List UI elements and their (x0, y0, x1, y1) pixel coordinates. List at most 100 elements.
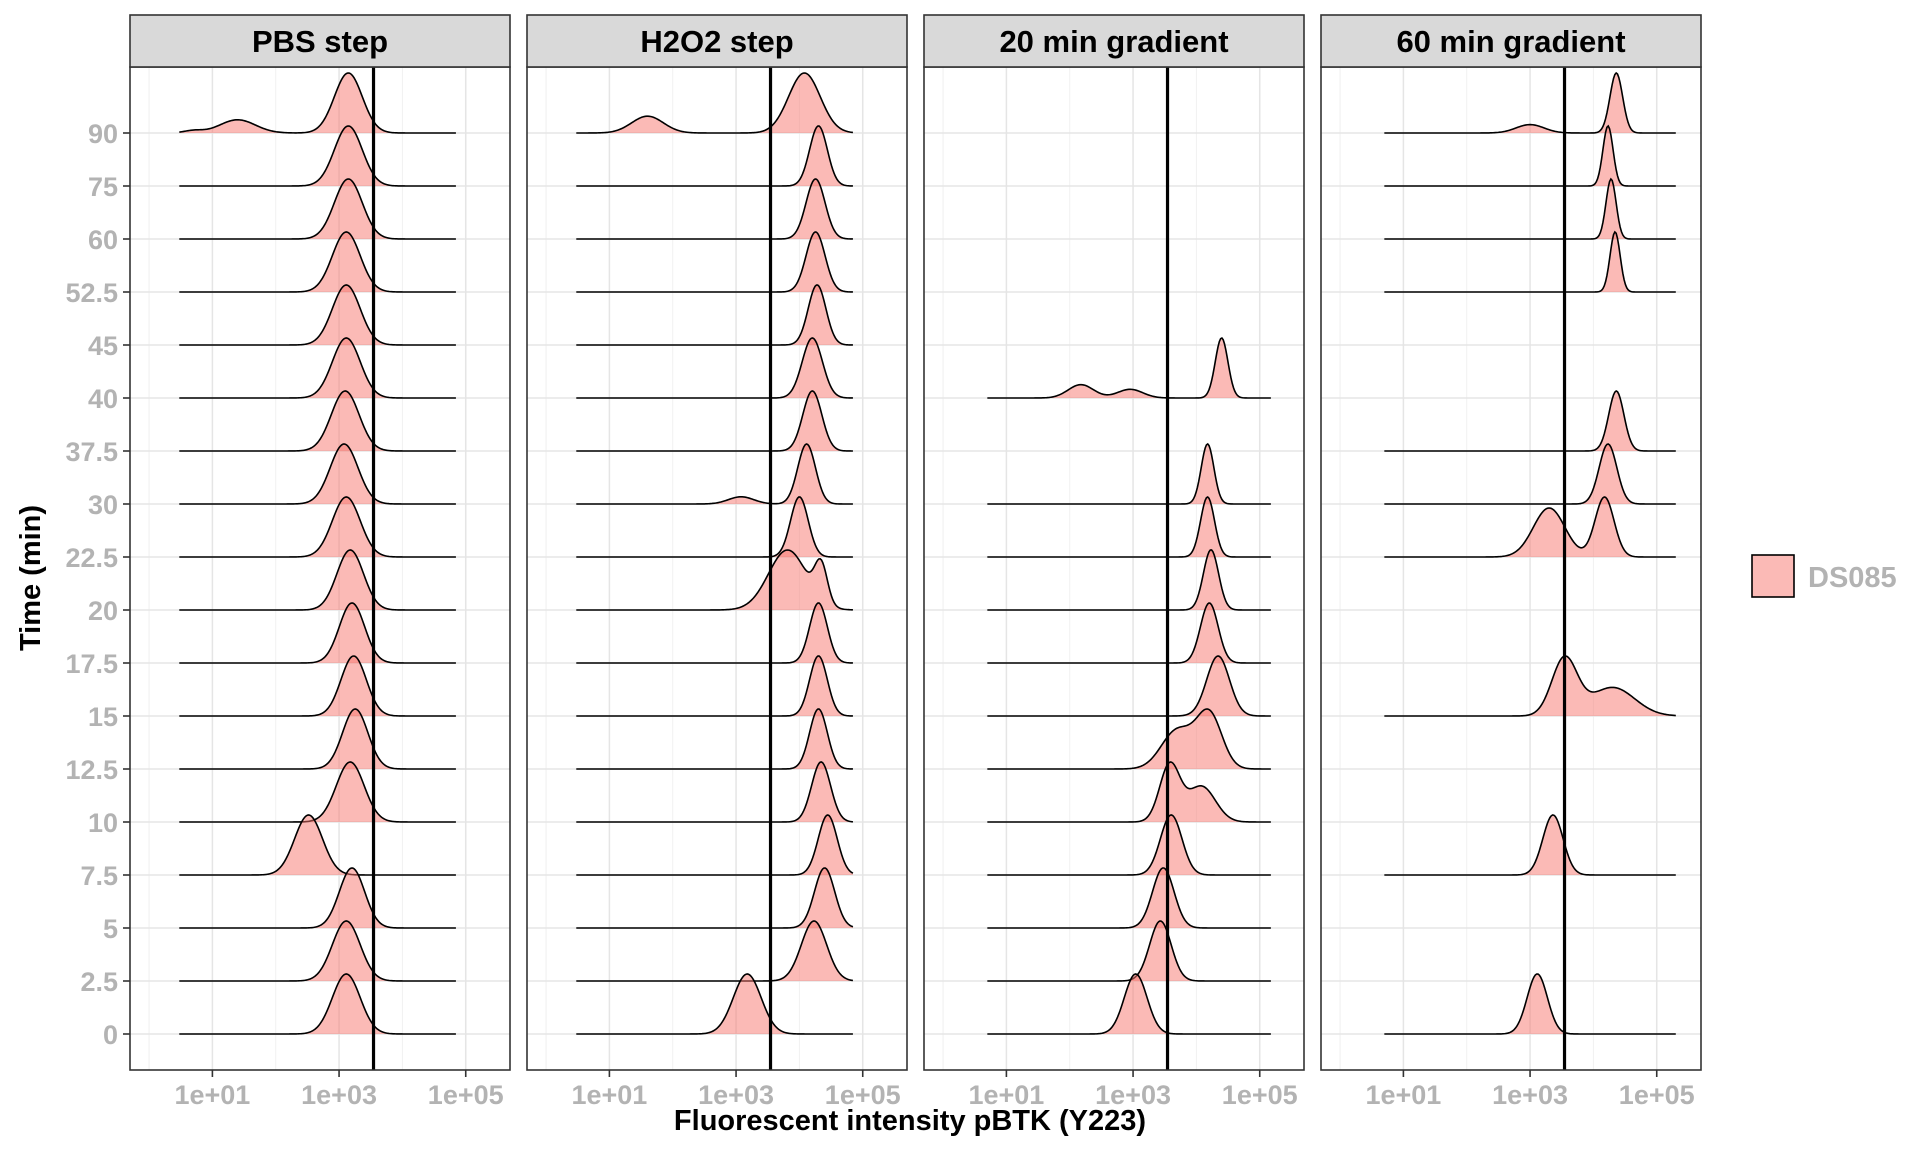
y-tick-label: 75 (88, 172, 118, 202)
legend-label: DS085 (1808, 562, 1897, 594)
ridges (1384, 71, 1676, 1035)
density-line (576, 72, 854, 134)
panel-background (527, 67, 907, 1070)
ridge-37.5 (179, 390, 456, 452)
y-tick-label: 30 (88, 490, 118, 520)
density-fill (1384, 126, 1676, 186)
strip-label: PBS step (252, 24, 388, 59)
density-line (576, 390, 853, 452)
density-line (1384, 655, 1676, 717)
ridge-2.5 (576, 920, 854, 982)
density-line (179, 549, 456, 611)
ridge-90 (576, 72, 854, 134)
density-line (179, 761, 456, 823)
y-axis-title: Time (min) (15, 505, 47, 651)
ridge-2.5 (987, 920, 1271, 982)
density-fill (576, 232, 853, 292)
ridge-37.5 (1384, 390, 1676, 452)
density-line (987, 336, 1271, 399)
ridge-0 (987, 973, 1271, 1035)
density-line (987, 549, 1271, 611)
ridge-5 (179, 867, 456, 929)
density-line (576, 920, 854, 982)
density-line (576, 496, 853, 558)
x-axis-ticks: 1e+01 1e+03 1e+05 (968, 1070, 1298, 1110)
density-fill (576, 73, 853, 133)
density-line (179, 178, 456, 240)
density-line (179, 72, 456, 134)
ridge-30 (1384, 443, 1676, 505)
density-line (179, 920, 456, 982)
density-line (576, 549, 853, 611)
density-line (576, 125, 853, 187)
x-tick-label: 1e+01 (571, 1080, 647, 1110)
strip-background (1320, 14, 1702, 68)
ridge-17.5 (179, 602, 456, 664)
ridge-22.5 (1384, 496, 1676, 558)
density-fill (1384, 232, 1676, 292)
y-tick-label: 40 (88, 384, 118, 414)
ridge-90 (179, 72, 456, 134)
y-axis: 0 2.5 5 7.5 10 12.5 15 17.5 20 22.5 30 37.5 40 45 52.5… (65, 119, 130, 1050)
ridge-60 (179, 178, 456, 240)
density-line (987, 655, 1271, 717)
ridge-75 (1384, 124, 1676, 187)
panel-2: H2O2 step 1e+01 1e+03 1e+05 (526, 14, 908, 1110)
ridges (179, 72, 456, 1035)
density-line (179, 602, 456, 664)
strip-background (129, 14, 511, 68)
density-fill (1384, 656, 1676, 716)
x-tick-label: 1e+05 (1619, 1080, 1695, 1110)
density-line (179, 708, 456, 770)
density-fill (987, 974, 1271, 1034)
ridge-12.5 (576, 708, 853, 770)
density-fill (1384, 391, 1676, 451)
y-tick-label: 10 (88, 808, 118, 838)
density-fill (987, 762, 1271, 822)
x-tick-label: 1e+03 (1095, 1080, 1171, 1110)
panel-background (1321, 67, 1701, 1070)
density-line (576, 178, 853, 240)
x-tick-label: 1e+01 (1365, 1080, 1441, 1110)
legend-key (1751, 554, 1795, 598)
density-fill (179, 815, 456, 875)
strip-label: H2O2 step (640, 24, 793, 59)
ridge-20 (179, 549, 456, 611)
ridge-75 (179, 125, 456, 187)
density-line (179, 231, 456, 293)
density-fill (1384, 73, 1676, 133)
density-fill (576, 603, 853, 663)
ridge-52.5 (179, 231, 456, 293)
density-fill (576, 497, 853, 557)
density-line (179, 337, 456, 399)
density-line (576, 602, 853, 664)
density-line (576, 443, 853, 505)
density-line (179, 814, 456, 876)
density-fill (987, 656, 1271, 716)
strip-background (526, 14, 908, 68)
density-fill (1384, 974, 1676, 1034)
density-line (987, 708, 1271, 770)
ridge-75 (576, 125, 853, 187)
y-tick-label: 0 (103, 1020, 118, 1050)
density-line (1384, 390, 1676, 452)
ridge-60 (1384, 177, 1676, 240)
density-line (987, 867, 1271, 929)
ridge-40 (576, 337, 853, 399)
density-line (1384, 124, 1676, 187)
x-tick-label: 1e+05 (825, 1080, 901, 1110)
ridges (987, 336, 1271, 1035)
density-line (576, 814, 854, 876)
ridge-12.5 (179, 708, 456, 770)
density-line (179, 390, 456, 452)
density-fill (576, 656, 853, 716)
density-line (987, 602, 1271, 664)
density-line (576, 337, 853, 399)
x-tick-label: 1e+01 (174, 1080, 250, 1110)
x-tick-label: 1e+03 (698, 1080, 774, 1110)
x-tick-label: 1e+03 (1492, 1080, 1568, 1110)
strip-background (923, 14, 1305, 68)
y-tick-label: 22.5 (65, 543, 118, 573)
panel-background (130, 67, 510, 1070)
x-tick-label: 1e+01 (968, 1080, 1044, 1110)
